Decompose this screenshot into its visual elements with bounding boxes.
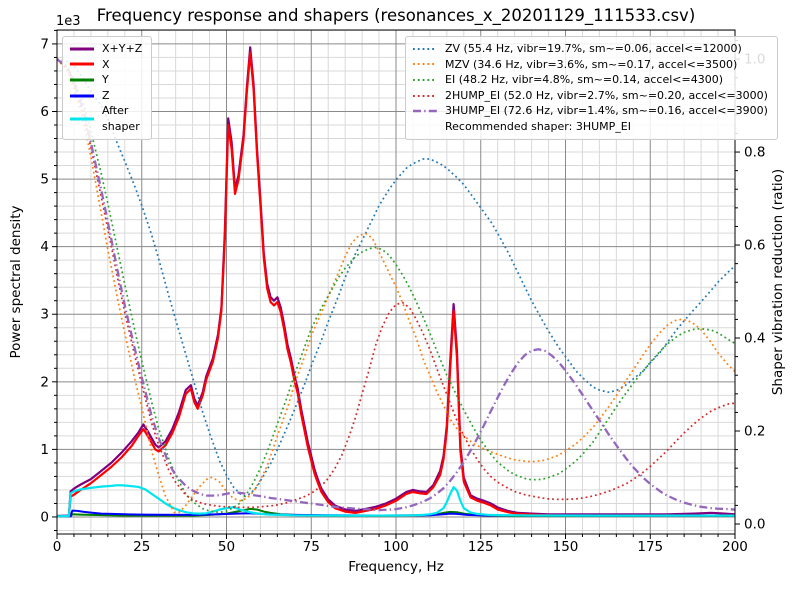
legend-item-label: X+Y+Z [102,42,143,55]
legend-item-2hump_ei: 2HUMP_EI (52.0 Hz, vibr=2.7%, sm~=0.20, … [412,88,768,104]
y-left-tick-label: 5 [40,172,49,188]
y-right-tick-label: 0.6 [744,238,765,254]
y-left-tick-label: 2 [40,374,49,390]
shaper-legend: ZV (55.4 Hz, vibr=19.7%, sm~=0.06, accel… [405,36,778,140]
series-after_shaper-line [57,484,735,518]
legend-line-swatch [70,47,94,51]
legend-item-label: ZV (55.4 Hz, vibr=19.7%, sm~=0.06, accel… [445,42,742,55]
legend-item-label: 3HUMP_EI (72.6 Hz, vibr=1.4%, sm~=0.16, … [445,104,768,118]
y-left-tick-label: 0 [40,509,49,525]
x-tick-label: 150 [553,539,579,555]
y-right-tick-label: 0.8 [744,145,765,161]
legend-item-ei: EI (48.2 Hz, vibr=4.8%, sm~=0.14, accel<… [412,72,768,88]
legend-line-swatch [70,117,94,121]
y-left-tick-label: 7 [40,36,49,52]
y-left-tick-label: 1 [40,442,49,458]
series-lines [57,46,735,518]
legend-line-swatch [413,47,437,50]
legend-item-label: Z [102,88,110,102]
legend-item-label: EI (48.2 Hz, vibr=4.8%, sm~=0.14, accel<… [445,73,723,87]
y-right-tick-label: 0.2 [744,424,765,440]
legend-item-after: After shaper [69,103,142,134]
y-right-tick-label: 0.4 [744,331,765,347]
legend-item-label: After shaper [102,104,140,134]
legend-line-swatch [70,62,94,66]
x-tick-label: 50 [218,539,235,555]
psd-legend: X+Y+Z X Y Z After shaper [62,36,153,140]
legend-item-mzv: MZV (34.6 Hz, vibr=3.6%, sm~=0.17, accel… [412,57,768,73]
tick-labels: 0 25 50 75 100 125 150 175 200 0 1 2 3 4 5 6 7 0.0 0.2 0.4 0… [40,36,765,555]
legend-item-zv: ZV (55.4 Hz, vibr=19.7%, sm~=0.06, accel… [412,41,768,57]
y-left-axis-label: Power spectral density [8,205,24,359]
legend-line-swatch [413,94,437,97]
y-left-offset-text: 1e3 [56,14,81,29]
legend-item-label: MZV (34.6 Hz, vibr=3.6%, sm~=0.17, accel… [445,57,738,71]
chart-title: Frequency response and shapers (resonanc… [96,6,696,25]
legend-item-z: Z [69,88,142,104]
y-left-tick-label: 6 [40,104,49,120]
legend-item-x-y-z: X+Y+Z [69,41,142,57]
y-right-tick-label: 0.0 [744,517,765,533]
series-mzv-line [57,58,735,514]
legend-line-swatch [413,110,437,113]
legend-line-swatch [70,78,94,82]
x-tick-label: 100 [383,539,409,555]
x-tick-label: 75 [303,539,320,555]
legend-item-label: Y [102,73,109,87]
x-tick-label: 25 [133,539,150,555]
y-left-tick-label: 4 [40,239,49,255]
series-x-line [57,51,735,518]
axis-ticks [52,29,740,539]
legend-line-swatch [70,94,94,98]
recommended-shaper-text: Recommended shaper: 3HUMP_EI [445,120,631,134]
legend-line-swatch [413,63,437,66]
x-tick-label: 0 [53,539,62,555]
series-hump3_ei-line [57,58,735,512]
y-left-tick-label: 3 [40,307,49,323]
legend-line-swatch [413,79,437,82]
legend-item-label: 2HUMP_EI (52.0 Hz, vibr=2.7%, sm~=0.20, … [445,88,768,102]
grid-minor [57,29,735,534]
legend-item-y: Y [69,72,142,88]
x-tick-label: 175 [637,539,663,555]
x-tick-label: 200 [722,539,748,555]
y-right-axis-label: Shaper vibration reduction (ratio) [770,168,786,396]
legend-recommended-shaper: Recommended shaper: 3HUMP_EI [412,119,768,135]
legend-item-3hump_ei: 3HUMP_EI (72.6 Hz, vibr=1.4%, sm~=0.16, … [412,103,768,119]
legend-item-x: X [69,57,142,73]
x-tick-label: 125 [468,539,494,555]
x-axis-label: Frequency, Hz [348,559,444,575]
legend-item-label: X [102,57,110,71]
